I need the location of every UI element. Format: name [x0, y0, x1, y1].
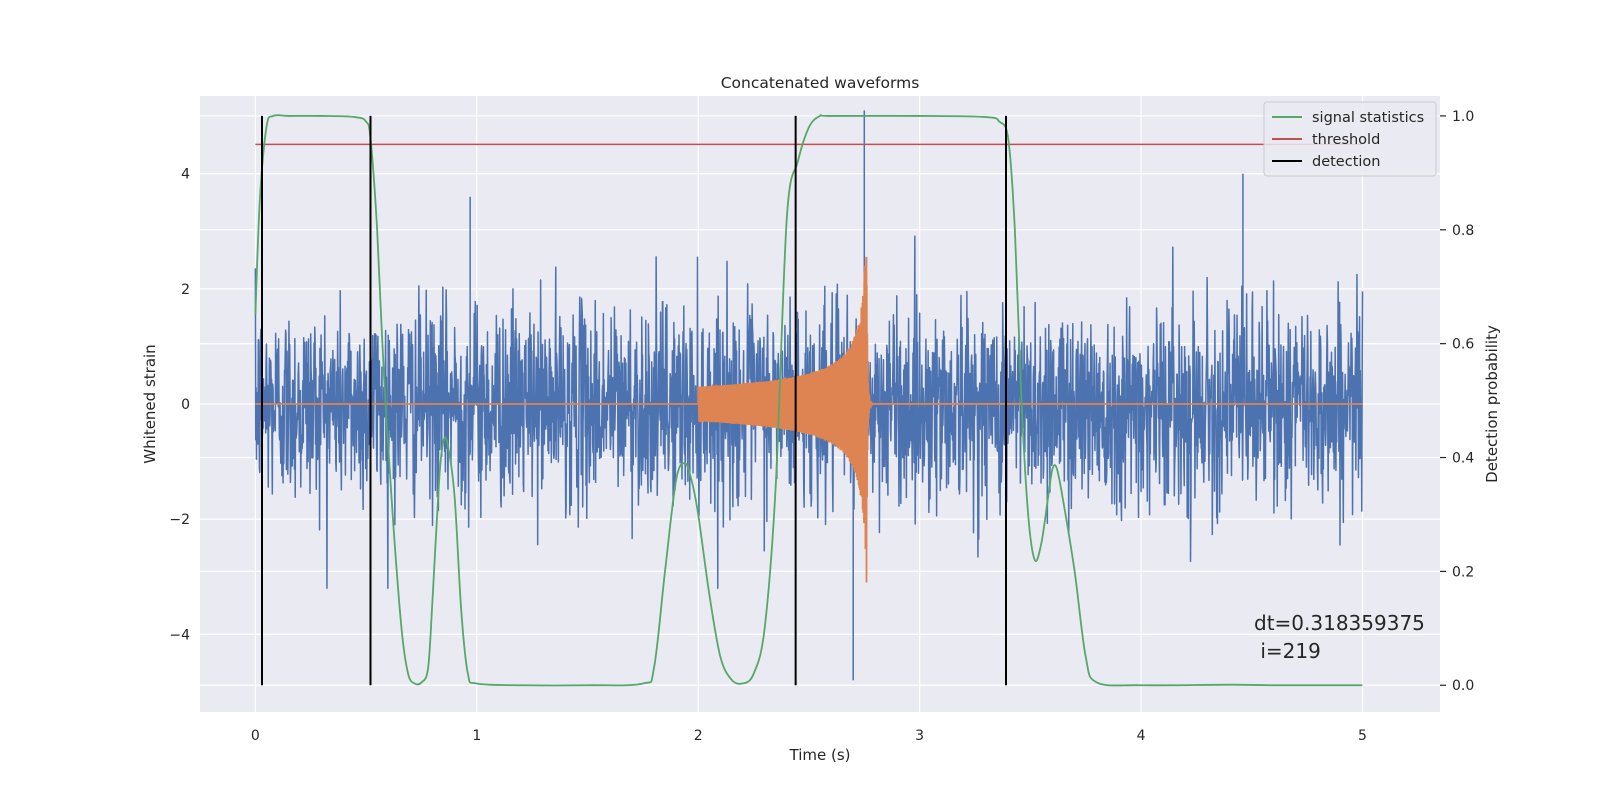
y-axis-ticks: −4 −2 0 2 4: [169, 167, 190, 644]
y-tick-label: −4: [169, 627, 190, 643]
y2-axis-ticks: 0.0 0.2 0.4 0.6 0.8 1.0: [1440, 109, 1474, 694]
strain-series: [254, 110, 1364, 681]
template-series: [255, 256, 1363, 583]
annotation-dt: dt=0.318359375: [1254, 611, 1425, 635]
signal-statistics-series: [254, 114, 1363, 687]
x-tick-label: 1: [472, 728, 481, 744]
grid: [200, 96, 1440, 712]
y-tick-label: 0: [181, 397, 190, 413]
x-axis-label: Time (s): [789, 746, 851, 764]
legend-frame: [1263, 101, 1437, 177]
y2-tick-label: 0.2: [1452, 564, 1474, 580]
chart-title: Concatenated waveforms: [721, 74, 920, 92]
y2-tick-label: 0.6: [1452, 337, 1474, 353]
legend: signal statistics threshold detection: [1263, 101, 1437, 177]
y-tick-label: 2: [181, 282, 190, 298]
x-tick-label: 5: [1358, 728, 1367, 744]
y2-tick-label: 1.0: [1452, 109, 1474, 125]
y2-tick-label: 0.0: [1452, 678, 1474, 694]
plot-area: [254, 110, 1364, 687]
y2-tick-label: 0.4: [1452, 451, 1474, 467]
x-tick-label: 4: [1137, 728, 1146, 744]
y-tick-label: −2: [169, 512, 190, 528]
legend-label: detection: [1312, 154, 1380, 170]
annotation: dt=0.318359375 i=219: [1254, 611, 1425, 663]
y2-axis-label: Detection probability: [1483, 325, 1501, 483]
legend-label: threshold: [1312, 132, 1380, 148]
x-axis-ticks: 0 1 2 3 4 5: [251, 728, 1367, 744]
annotation-index: i=219: [1254, 639, 1321, 663]
x-tick-label: 3: [915, 728, 924, 744]
y2-tick-label: 0.8: [1452, 223, 1474, 239]
legend-label: signal statistics: [1312, 110, 1424, 126]
x-tick-label: 0: [251, 728, 260, 744]
x-tick-label: 2: [694, 728, 703, 744]
y-tick-label: 4: [181, 167, 190, 183]
y-axis-label: Whitened strain: [141, 344, 159, 463]
